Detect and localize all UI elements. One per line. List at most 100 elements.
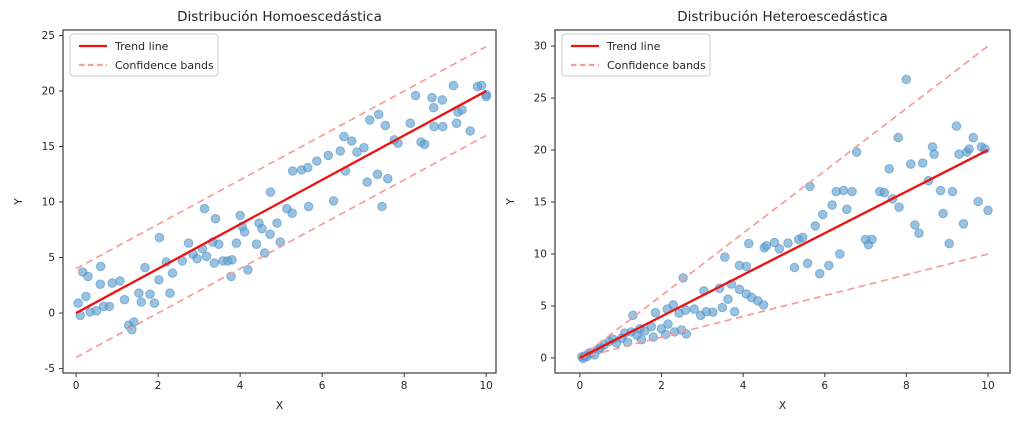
data-point [720, 252, 730, 262]
data-point [129, 317, 139, 327]
data-point [815, 268, 825, 279]
data-point [410, 90, 421, 101]
legend-label: Trend line [114, 40, 169, 53]
data-point [884, 164, 895, 174]
data-point [769, 237, 780, 248]
data-point [983, 205, 993, 216]
data-point [838, 185, 849, 196]
data-point [303, 201, 314, 212]
x-tick-label: 0 [73, 380, 80, 392]
data-point [373, 109, 384, 120]
data-point [476, 80, 487, 91]
data-point [708, 307, 718, 318]
confidence-band-line [579, 253, 989, 359]
data-point [944, 238, 955, 249]
y-tick-label: 15 [42, 141, 55, 153]
data-point [893, 132, 904, 143]
data-point [628, 310, 638, 321]
data-point [805, 181, 815, 192]
data-point [723, 294, 733, 305]
data-point [729, 306, 740, 317]
trend-line [579, 149, 989, 359]
data-point [251, 239, 262, 249]
data-point [906, 159, 916, 169]
data-point [134, 288, 144, 298]
data-point [107, 278, 117, 288]
data-point [380, 120, 391, 131]
data-point [83, 271, 93, 282]
data-point [910, 220, 920, 230]
data-point [810, 221, 821, 231]
data-point [448, 80, 459, 91]
data-point [95, 261, 106, 272]
x-tick-label: 10 [981, 380, 994, 392]
data-point [914, 228, 924, 238]
x-tick-label: 2 [658, 380, 665, 392]
x-tick-label: 10 [479, 380, 492, 392]
x-axis-label: X [779, 399, 787, 412]
y-tick-label: 5 [48, 252, 55, 264]
data-point [235, 210, 245, 221]
legend: Trend line Confidence bands [561, 33, 711, 77]
data-point [303, 162, 313, 173]
data-point [265, 229, 275, 239]
y-tick-label: 5 [540, 300, 547, 312]
data-point [879, 187, 890, 198]
data-point [842, 204, 852, 215]
data-point [136, 297, 147, 307]
data-point [958, 219, 969, 229]
data-point [783, 238, 793, 248]
data-point [199, 203, 210, 214]
legend-label: Trend line [606, 40, 661, 53]
data-point [457, 105, 467, 115]
data-point [717, 302, 728, 313]
axes-frame [554, 29, 1011, 374]
data-point [968, 132, 979, 143]
data-point [917, 158, 928, 168]
data-point [935, 185, 946, 196]
data-point [427, 92, 437, 103]
data-point [867, 234, 877, 245]
y-tick-label: -5 [45, 363, 55, 375]
data-point [741, 261, 752, 272]
trend-line [75, 90, 487, 315]
data-point [847, 186, 857, 197]
data-point [209, 258, 220, 268]
data-point [734, 284, 745, 295]
data-point [287, 208, 298, 218]
data-point [827, 200, 837, 210]
data-point [183, 238, 194, 248]
data-point [73, 298, 83, 308]
data-point [405, 118, 416, 128]
data-point [239, 227, 250, 237]
data-point [744, 238, 754, 249]
data-point [824, 260, 834, 271]
data-point [372, 169, 383, 180]
data-point [214, 239, 224, 249]
x-axis-label: X [276, 399, 284, 412]
homoscedastic-plot: 0 2 4 6 8 10 -5 0 5 10 15 20 25 Distribución Homoesce… [12, 9, 497, 412]
data-point [312, 156, 322, 166]
data-point [680, 305, 691, 315]
x-tick-label: 6 [319, 380, 326, 392]
data-point [81, 291, 91, 302]
data-point [758, 300, 769, 310]
data-point [119, 294, 130, 305]
data-point [938, 208, 948, 219]
data-point [465, 126, 476, 136]
data-point [352, 147, 362, 157]
data-point [951, 121, 962, 131]
data-point [328, 196, 339, 206]
data-point [154, 232, 165, 243]
y-tick-label: 15 [534, 197, 547, 209]
data-point [359, 142, 369, 153]
data-point [167, 268, 178, 278]
data-point [797, 232, 808, 243]
data-point [231, 238, 242, 248]
data-point [663, 319, 673, 329]
data-point [272, 218, 282, 228]
data-point [894, 202, 904, 212]
data-point [192, 253, 202, 264]
x-tick-label: 4 [740, 380, 747, 392]
